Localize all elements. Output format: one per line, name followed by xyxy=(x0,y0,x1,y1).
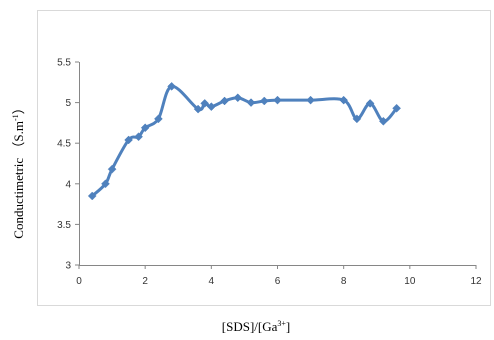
y-tick-label: 3 xyxy=(65,261,71,272)
data-point-marker xyxy=(193,104,203,114)
x-tick-label: 6 xyxy=(275,276,281,287)
y-tick-group: 3 3.5 4 4.5 5 5.5 xyxy=(57,58,79,272)
data-point-marker xyxy=(273,95,282,105)
x-tick-label: 4 xyxy=(209,276,215,287)
data-point-marker xyxy=(87,191,97,201)
data-point-marker xyxy=(134,132,143,142)
series-line xyxy=(90,84,399,198)
x-tick-label: 10 xyxy=(404,276,416,287)
data-point-marker xyxy=(365,99,375,108)
data-point-marker xyxy=(140,123,150,133)
data-point-marker xyxy=(200,99,210,108)
y-tick-label: 5.5 xyxy=(57,58,71,69)
data-point-marker xyxy=(107,164,117,174)
x-tick-label: 2 xyxy=(142,276,148,287)
y-axis-title-superscript: -1 xyxy=(11,114,20,121)
x-tick-label: 12 xyxy=(470,276,482,287)
data-point-marker xyxy=(124,135,133,145)
x-tick-label: 8 xyxy=(341,276,347,287)
y-tick-label: 5 xyxy=(65,98,71,109)
y-tick-label: 4.5 xyxy=(57,139,71,150)
data-point-marker xyxy=(220,96,229,106)
data-point-marker xyxy=(233,93,243,103)
y-tick-label: 3.5 xyxy=(57,220,71,231)
data-point-marker xyxy=(379,116,388,126)
y-axis-title-main: Conductimetric （S.m xyxy=(11,121,26,239)
x-axis-title: [SDS]/[Ga3+] xyxy=(222,319,290,334)
data-point-marker xyxy=(339,95,349,105)
data-point-marker xyxy=(167,82,176,91)
data-point-marker xyxy=(246,98,256,107)
data-point-marker xyxy=(259,96,269,106)
chart-area-border xyxy=(37,10,491,306)
x-tick-group: 0 2 4 6 8 10 12 xyxy=(76,265,482,287)
x-tick-label: 0 xyxy=(76,276,82,287)
data-point-marker xyxy=(154,114,163,124)
data-point-marker xyxy=(206,102,216,112)
y-tick-label: 4 xyxy=(65,179,71,190)
data-point-marker xyxy=(101,179,110,189)
y-axis-title-end: ） xyxy=(11,101,26,114)
x-axis-title-end: ] xyxy=(286,319,290,334)
plot-area xyxy=(87,82,401,201)
y-axis-title: Conductimetric （S.m-1） xyxy=(11,101,26,238)
x-axis-title-superscript: 3+ xyxy=(277,319,286,328)
data-point-marker xyxy=(392,103,401,113)
x-axis-title-main: [SDS]/[Ga xyxy=(222,319,278,334)
data-point-marker xyxy=(352,114,362,124)
data-point-marker xyxy=(306,95,315,105)
